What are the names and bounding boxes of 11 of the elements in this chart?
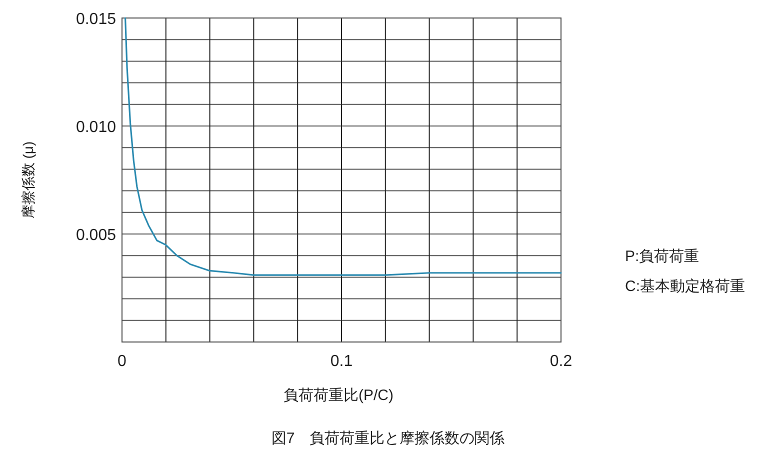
y-axis-title: 摩擦係数 (μ) (20, 141, 36, 219)
x-tick-label: 0 (118, 353, 127, 370)
y-tick-label: 0.010 (76, 119, 116, 136)
y-tick-label: 0.005 (76, 227, 116, 244)
y-tick-label: 0.015 (76, 11, 116, 28)
x-tick-label: 0.1 (330, 353, 353, 370)
text: 図7 負荷荷重比と摩擦係数の関係 (271, 430, 505, 447)
text: P:負荷荷重 (625, 248, 700, 265)
text: C:基本動定格荷重 (625, 278, 745, 295)
x-axis-title: 負荷荷重比(P/C) (284, 387, 394, 404)
x-tick-label: 0.2 (550, 353, 572, 370)
